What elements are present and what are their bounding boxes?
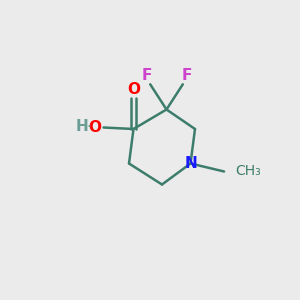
Text: F: F <box>141 68 152 83</box>
Text: O: O <box>88 120 102 135</box>
Text: H: H <box>76 119 88 134</box>
Text: CH₃: CH₃ <box>236 164 261 178</box>
Text: O: O <box>127 82 140 97</box>
Text: ·: · <box>86 120 91 135</box>
Text: N: N <box>184 156 197 171</box>
Text: F: F <box>181 68 192 83</box>
